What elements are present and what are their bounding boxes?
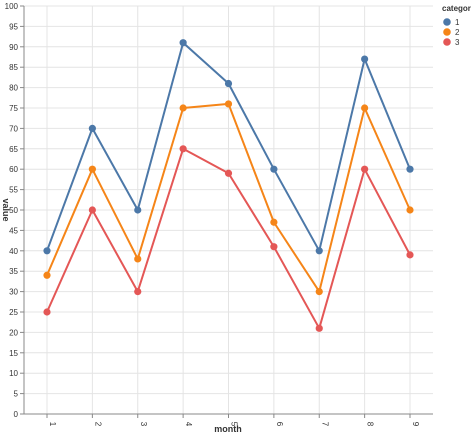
data-point (361, 104, 369, 112)
data-point (315, 247, 323, 255)
y-tick-label: 55 (9, 186, 18, 195)
data-point (270, 218, 278, 226)
data-point (134, 255, 142, 263)
series-3 (43, 145, 414, 332)
legend-symbol (443, 28, 451, 36)
legend-label: 3 (455, 38, 460, 47)
y-tick-label: 100 (5, 2, 19, 11)
series-2 (43, 100, 414, 296)
legend-symbol (443, 18, 451, 26)
y-tick-label: 0 (14, 410, 19, 419)
data-point (88, 206, 96, 214)
data-point (406, 206, 414, 214)
x-tick-label: 2 (93, 422, 102, 427)
x-tick-label: 4 (184, 422, 193, 427)
data-point (43, 247, 51, 255)
y-axis-ticks: 0 5 10 15 20 25 30 35 40 45 50 55 60 65 70 75 80 85 90 95 10… (5, 2, 24, 419)
data-point (315, 324, 323, 332)
data-point (88, 124, 96, 132)
data-point (179, 104, 187, 112)
legend-symbol (443, 38, 451, 46)
series-layer (43, 39, 414, 332)
y-tick-label: 60 (9, 165, 18, 174)
data-point (361, 55, 369, 63)
x-tick-label: 5 (230, 422, 239, 427)
y-tick-label: 10 (9, 369, 18, 378)
data-point (134, 288, 142, 296)
data-point (88, 165, 96, 173)
y-tick-label: 90 (9, 43, 18, 52)
y-tick-label: 75 (9, 104, 18, 113)
data-point (406, 251, 414, 259)
y-tick-label: 65 (9, 145, 18, 154)
data-point (270, 165, 278, 173)
x-axis-ticks: 1 2 3 4 5 6 7 8 9 (46, 414, 420, 427)
y-tick-label: 45 (9, 226, 18, 235)
data-point (315, 288, 323, 296)
y-tick-label: 95 (9, 22, 18, 31)
data-point (43, 271, 51, 279)
x-tick-label: 3 (139, 422, 148, 427)
legend-label: 2 (455, 28, 460, 37)
y-tick-label: 70 (9, 124, 18, 133)
y-tick-label: 5 (14, 390, 19, 399)
x-tick-label: 7 (320, 422, 329, 427)
y-tick-label: 25 (9, 308, 18, 317)
data-point (179, 145, 187, 153)
data-point (224, 100, 233, 108)
data-point (179, 39, 187, 47)
x-tick-label: 8 (366, 422, 375, 427)
data-point (134, 206, 142, 214)
y-tick-label: 85 (9, 63, 18, 72)
y-tick-label: 80 (9, 84, 18, 93)
series-1 (43, 39, 414, 255)
y-tick-label: 20 (9, 328, 18, 337)
x-axis-title: month (214, 424, 242, 434)
data-point (224, 79, 233, 88)
x-tick-label: 9 (411, 422, 420, 427)
y-tick-label: 30 (9, 288, 18, 297)
y-tick-label: 15 (9, 349, 18, 358)
data-point (406, 165, 414, 173)
y-tick-label: 35 (9, 267, 18, 276)
y-tick-label: 50 (9, 206, 18, 215)
y-tick-label: 40 (9, 247, 18, 256)
legend-title: categor (442, 4, 471, 13)
data-point (361, 165, 369, 173)
x-tick-label: 1 (48, 422, 57, 427)
x-tick-label: 6 (275, 422, 284, 427)
data-point (224, 169, 233, 177)
y-axis-title: value (1, 198, 11, 221)
data-point (270, 243, 278, 251)
legend: categor 123 (442, 4, 471, 47)
gridlines (24, 5, 433, 415)
legend-label: 1 (455, 18, 460, 27)
data-point (43, 308, 51, 316)
